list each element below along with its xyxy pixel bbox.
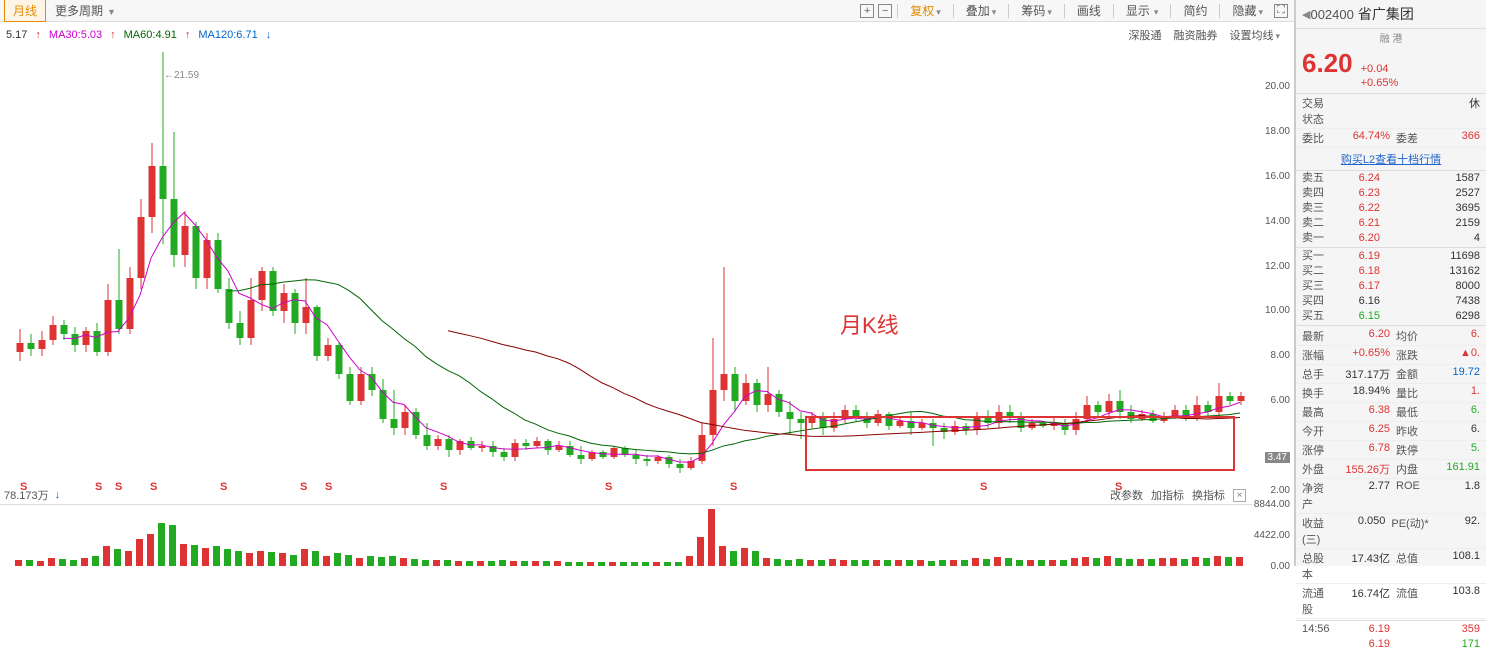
ask-row: 卖四6.232527 xyxy=(1296,186,1486,201)
vol-add-btn[interactable]: 加指标 xyxy=(1151,487,1184,503)
detail-row: 外盘155.26万内盘161.91 xyxy=(1296,460,1486,479)
detail-row: 流通股16.74亿流值103.8 xyxy=(1296,584,1486,619)
weicha-value: 366 xyxy=(1424,130,1480,146)
volume-chart[interactable] xyxy=(0,504,1252,566)
weibi-label: 委比 xyxy=(1302,130,1334,146)
more-period-dropdown[interactable]: 更多周期▼ xyxy=(46,0,125,22)
fuquan-dropdown[interactable]: 复权▾ xyxy=(901,0,950,22)
weicha-label: 委差 xyxy=(1396,130,1424,146)
display-dropdown[interactable]: 显示▾ xyxy=(1117,0,1168,22)
candlestick-chart[interactable]: SSSSSSSSSSSS月K线←21.59 xyxy=(0,40,1252,495)
detail-row: 总股本17.43亿总值108.1 xyxy=(1296,549,1486,584)
ask-row: 卖二6.212159 xyxy=(1296,216,1486,231)
zoom-in-icon[interactable]: + xyxy=(860,4,874,18)
back-arrow-icon[interactable]: ◀ xyxy=(1302,8,1310,21)
chips-dropdown[interactable]: 筹码▾ xyxy=(1012,0,1061,22)
last-price: 6.20 xyxy=(1302,48,1353,79)
detail-row: 净资产2.77ROE1.8 xyxy=(1296,479,1486,514)
ask-row: 卖三6.223695 xyxy=(1296,201,1486,216)
vol-close-icon[interactable]: × xyxy=(1233,489,1246,502)
ask-row: 卖五6.241587 xyxy=(1296,171,1486,186)
annotation-text: 月K线 xyxy=(840,308,899,340)
volume-axis: 8844.004422.000.00 xyxy=(1252,504,1294,566)
detail-row: 最高6.38最低6. xyxy=(1296,403,1486,422)
detail-row: 今开6.25昨收6. xyxy=(1296,422,1486,441)
bid-row: 买二6.1813162 xyxy=(1296,264,1486,279)
vol-params-btn[interactable]: 改参数 xyxy=(1110,487,1143,503)
price-change: +0.04 +0.65% xyxy=(1361,62,1399,91)
detail-row: 收益(三)0.050PE(动)*92. xyxy=(1296,514,1486,549)
detail-row: 总手317.17万金额19.72 xyxy=(1296,365,1486,384)
quote-details: 最新6.20均价6.涨幅+0.65%涨跌▲0.总手317.17万金额19.72换… xyxy=(1296,327,1486,619)
simple-btn[interactable]: 简约 xyxy=(1174,0,1216,22)
overlay-dropdown[interactable]: 叠加▾ xyxy=(957,0,1006,22)
hide-dropdown[interactable]: 隐藏▾ xyxy=(1223,0,1272,22)
stock-tags: 融 港 xyxy=(1296,29,1486,46)
detail-row: 换手18.94%量比1. xyxy=(1296,384,1486,403)
bid-row: 买四6.167438 xyxy=(1296,294,1486,309)
tick-list: 14:566.193596.19171 xyxy=(1296,622,1486,652)
toolbar: 月线 更多周期▼ + − 复权▾ 叠加▾ 筹码▾ 画线 显示▾ 简约 隐藏▾ ⛶ xyxy=(0,0,1294,22)
stock-code: 002400 xyxy=(1310,7,1353,22)
status-value: 休 xyxy=(1334,95,1480,127)
weibi-value: 64.74% xyxy=(1334,130,1396,146)
tick-row: 6.19171 xyxy=(1296,637,1486,652)
detail-row: 涨停6.78跌停5. xyxy=(1296,441,1486,460)
zoom-out-icon[interactable]: − xyxy=(878,4,892,18)
detail-row: 涨幅+0.65%涨跌▲0. xyxy=(1296,346,1486,365)
stock-name: 省广集团 xyxy=(1358,4,1414,24)
bid-row: 买五6.156298 xyxy=(1296,309,1486,324)
detail-row: 最新6.20均价6. xyxy=(1296,327,1486,346)
draw-btn[interactable]: 画线 xyxy=(1068,0,1110,22)
status-label: 交易状态 xyxy=(1302,95,1334,127)
vol-switch-btn[interactable]: 换指标 xyxy=(1192,487,1225,503)
order-book: 卖五6.241587卖四6.232527卖三6.223695卖二6.212159… xyxy=(1296,171,1486,324)
period-monthly-tab[interactable]: 月线 xyxy=(4,0,46,22)
tick-row: 14:566.19359 xyxy=(1296,622,1486,637)
quote-panel: ◀ 002400 省广集团 融 港 6.20 +0.04 +0.65% 交易状态… xyxy=(1295,0,1486,566)
volume-toolbar: 改参数 加指标 换指标 × xyxy=(1110,487,1246,503)
bid-row: 买一6.1911698 xyxy=(1296,249,1486,264)
ask-row: 卖一6.204 xyxy=(1296,231,1486,246)
price-axis: 20.0018.0016.0014.0012.0010.008.006.002.… xyxy=(1252,40,1294,495)
volume-label: 78.173万↓ xyxy=(4,487,60,503)
fullscreen-icon[interactable]: ⛶ xyxy=(1274,4,1288,18)
l2-link[interactable]: 购买L2查看十档行情 xyxy=(1296,148,1486,171)
bid-row: 买三6.178000 xyxy=(1296,279,1486,294)
